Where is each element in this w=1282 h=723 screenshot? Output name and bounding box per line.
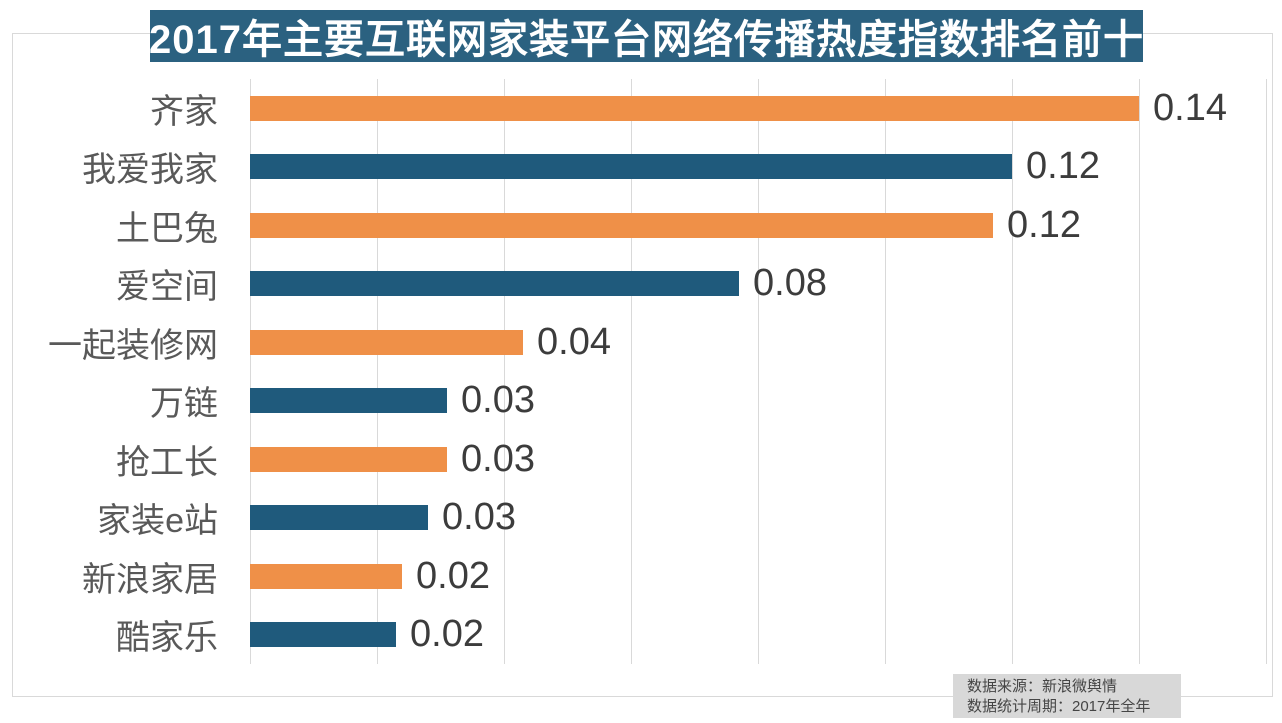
value-label: 0.03 bbox=[461, 437, 535, 480]
bar-area: 0.14 bbox=[250, 79, 1273, 138]
category-label: 抢工长 bbox=[116, 443, 218, 482]
value-label: 0.12 bbox=[1007, 203, 1081, 246]
gridline bbox=[504, 79, 505, 664]
bar bbox=[250, 212, 993, 238]
value-label: 0.03 bbox=[442, 496, 516, 539]
source-note-line2: 数据统计周期：2017年全年 bbox=[967, 698, 1151, 715]
source-note-line1: 数据来源：新浪微舆情 bbox=[967, 678, 1118, 695]
gridline bbox=[885, 79, 886, 664]
category-label: 酷家乐 bbox=[116, 619, 218, 658]
bar-row: 爱空间 0.08 bbox=[12, 255, 1273, 314]
bar-row: 土巴兔 0.12 bbox=[12, 196, 1273, 255]
value-label: 0.02 bbox=[410, 613, 484, 656]
gridline bbox=[377, 79, 378, 664]
bar-area: 0.04 bbox=[250, 313, 1273, 372]
gridline bbox=[250, 79, 251, 664]
bar bbox=[250, 622, 396, 648]
category-label: 爱空间 bbox=[116, 268, 218, 307]
bar-rows: 齐家 0.14 我爱我家 0.12 土巴兔 0.12 爱空间 0.08 一起装修网 0.04 万链 0… bbox=[12, 79, 1273, 664]
gridline bbox=[1266, 79, 1267, 664]
bar bbox=[250, 95, 1139, 121]
gridline bbox=[1139, 79, 1140, 664]
category-label: 齐家 bbox=[150, 92, 218, 131]
bar-row: 抢工长 0.03 bbox=[12, 430, 1273, 489]
value-label: 0.12 bbox=[1026, 145, 1100, 188]
bar-area: 0.08 bbox=[250, 255, 1273, 314]
value-label: 0.14 bbox=[1153, 86, 1227, 129]
bar-row: 我爱我家 0.12 bbox=[12, 138, 1273, 197]
bar bbox=[250, 505, 428, 531]
value-label: 0.03 bbox=[461, 379, 535, 422]
gridline bbox=[1012, 79, 1013, 664]
category-label: 一起装修网 bbox=[48, 326, 218, 365]
bar bbox=[250, 271, 739, 297]
bar-row: 新浪家居 0.02 bbox=[12, 547, 1273, 606]
bar bbox=[250, 563, 402, 589]
bar bbox=[250, 388, 447, 414]
value-label: 0.02 bbox=[416, 554, 490, 597]
category-label: 新浪家居 bbox=[82, 560, 218, 599]
bar-row: 齐家 0.14 bbox=[12, 79, 1273, 138]
category-label: 家装e站 bbox=[97, 502, 218, 541]
bar-area: 0.03 bbox=[250, 430, 1273, 489]
bar bbox=[250, 329, 523, 355]
bar-row: 家装e站 0.03 bbox=[12, 489, 1273, 548]
bar bbox=[250, 446, 447, 472]
source-note: 数据来源：新浪微舆情 数据统计周期：2017年全年 bbox=[953, 674, 1181, 718]
category-label: 万链 bbox=[150, 385, 218, 424]
bar-row: 酷家乐 0.02 bbox=[12, 606, 1273, 665]
bar-row: 一起装修网 0.04 bbox=[12, 313, 1273, 372]
bar-area: 0.03 bbox=[250, 372, 1273, 431]
gridline bbox=[758, 79, 759, 664]
gridlines bbox=[0, 79, 1282, 664]
bar-area: 0.02 bbox=[250, 547, 1273, 606]
value-label: 0.08 bbox=[753, 262, 827, 305]
bar-area: 0.02 bbox=[250, 606, 1273, 665]
bar-row: 万链 0.03 bbox=[12, 372, 1273, 431]
bar-area: 0.03 bbox=[250, 489, 1273, 548]
category-label: 土巴兔 bbox=[116, 209, 218, 248]
bar-area: 0.12 bbox=[250, 196, 1273, 255]
gridline bbox=[631, 79, 632, 664]
bar bbox=[250, 154, 1012, 180]
bar-area: 0.12 bbox=[250, 138, 1273, 197]
value-label: 0.04 bbox=[537, 320, 611, 363]
category-label: 我爱我家 bbox=[82, 151, 218, 190]
chart-title: 2017年主要互联网家装平台网络传播热度指数排名前十 bbox=[149, 10, 1143, 62]
